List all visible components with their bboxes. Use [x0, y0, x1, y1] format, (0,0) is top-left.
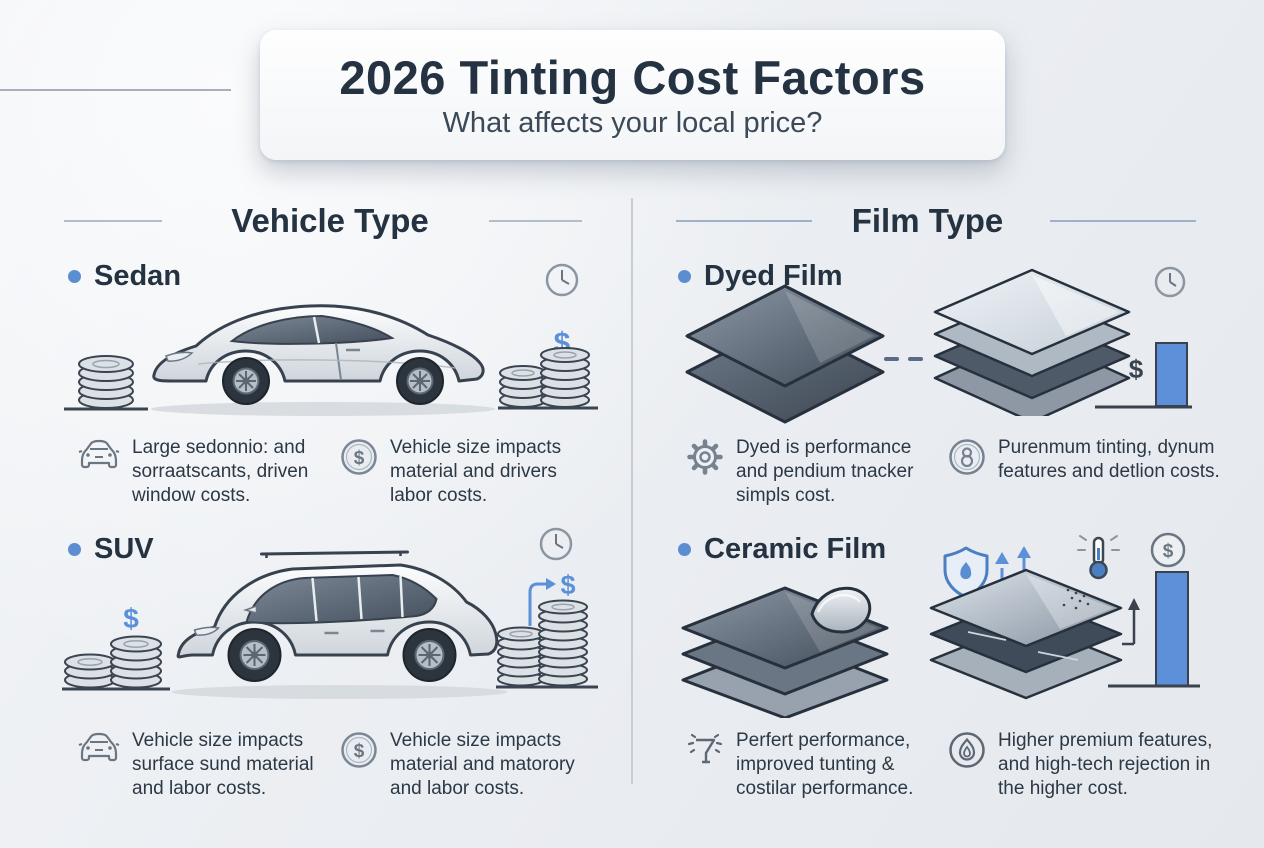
dollar-symbol: $	[123, 603, 139, 634]
ceramic-film-tech-illustration: $	[929, 532, 1200, 700]
dollar-circle-icon: $	[341, 439, 377, 475]
dollar-symbol: $	[354, 741, 365, 762]
car-icon	[78, 439, 120, 469]
header-line	[676, 220, 812, 222]
coin-stack	[540, 347, 590, 408]
tech-marks	[967, 631, 1079, 661]
dyed-film-layers-illustration	[685, 284, 885, 424]
item-label: SUV	[94, 533, 154, 565]
suv-illustration	[171, 550, 508, 699]
dollar-symbol: $	[1163, 541, 1174, 562]
gear-icon	[687, 439, 723, 475]
coin-stack	[64, 653, 116, 689]
multilayer-film-cost-illustration: $	[933, 266, 1192, 416]
halftone-dots	[1062, 588, 1090, 610]
decorative-rule	[0, 89, 231, 91]
item-label: Ceramic Film	[704, 533, 887, 565]
ceramic-description-performance: Perfert performance, improved tunting & …	[686, 729, 951, 801]
wheel	[227, 628, 282, 682]
description-text: Large sedonnio: and sorraatscants, drive…	[132, 437, 309, 506]
header-line	[64, 220, 162, 222]
suv-description-cost: $ Vehicle size impacts material and mato…	[340, 729, 602, 801]
increase-arrow-icon	[1122, 598, 1140, 646]
ceramic-film-peel-illustration	[681, 586, 889, 718]
description-text: Perfert performance, improved tunting & …	[736, 730, 914, 799]
bullet-icon	[68, 543, 81, 556]
flame-circle-icon	[949, 732, 985, 768]
bullet-icon	[678, 270, 691, 283]
item-label: Sedan	[94, 260, 182, 292]
ceramic-description-cost: Higher premium features, and high-tech r…	[948, 729, 1240, 801]
price-bar-high	[1155, 571, 1189, 687]
description-text: Purenmum tinting, dynum features and det…	[998, 437, 1220, 482]
coin-stack	[538, 599, 588, 687]
sedan-cost-group: $	[498, 263, 598, 410]
header-line	[1050, 220, 1196, 222]
coin-stack	[110, 635, 162, 689]
rising-arrow-icon	[528, 578, 556, 626]
thermometer-icon	[1077, 535, 1120, 580]
clock-icon	[1154, 266, 1186, 298]
ceramic-film-label: Ceramic Film	[678, 533, 886, 566]
item-label: Dyed Film	[704, 260, 843, 292]
bullet-icon	[678, 543, 691, 556]
description-text: Vehicle size impacts surface sund materi…	[132, 730, 314, 799]
price-bar-low	[1155, 342, 1188, 407]
dyed-description-premium: Purenmum tinting, dynum features and det…	[948, 436, 1220, 484]
badge-icon	[949, 439, 985, 475]
suv-label: SUV	[68, 533, 154, 566]
suv-description-surface: Vehicle size impacts surface sund materi…	[78, 729, 338, 801]
column-divider	[631, 198, 633, 784]
vehicle-type-header: Vehicle Type	[231, 202, 429, 239]
coin-stack	[499, 365, 547, 408]
dollar-circle-icon: $	[341, 732, 377, 768]
wheel	[396, 357, 444, 405]
sun-funnel-icon	[687, 733, 723, 764]
suv-cost-group-left: $	[62, 603, 170, 691]
bullet-icon	[68, 270, 81, 283]
film-type-header: Film Type	[851, 202, 1004, 239]
description-text: Higher premium features, and high-tech r…	[998, 730, 1213, 799]
car-icon	[78, 732, 120, 762]
sedan-label: Sedan	[68, 260, 181, 293]
page-subtitle: What affects your local price?	[442, 107, 823, 139]
dollar-symbol: $	[1129, 354, 1144, 384]
header-line	[489, 220, 582, 222]
sedan-description-windows: Large sedonnio: and sorraatscants, drive…	[78, 436, 330, 508]
dollar-symbol: $	[560, 570, 575, 600]
sedan-description-cost: $ Vehicle size impacts material and driv…	[340, 436, 590, 508]
dashes-connector	[884, 357, 923, 361]
wheel	[402, 628, 457, 682]
description-text: Dyed is performance and pendium tnacker …	[736, 437, 914, 506]
title-card: 2026 Tinting Cost Factors What affects y…	[260, 30, 1005, 160]
clock-icon	[539, 527, 573, 561]
description-text: Vehicle size impacts material and matoro…	[390, 730, 575, 799]
sedan-illustration	[151, 304, 495, 416]
dyed-description-performance: Dyed is performance and pendium tnacker …	[686, 436, 948, 508]
wheel	[222, 357, 270, 405]
page-title: 2026 Tinting Cost Factors	[339, 51, 926, 104]
description-text: Vehicle size impacts material and driver…	[390, 437, 562, 506]
dyed-film-label: Dyed Film	[678, 260, 843, 293]
dollar-circle-icon: $	[1150, 532, 1186, 568]
coin-stack	[64, 355, 148, 411]
clock-icon	[545, 263, 579, 297]
dollar-symbol: $	[354, 448, 365, 469]
suv-cost-group-right: $	[496, 527, 598, 689]
